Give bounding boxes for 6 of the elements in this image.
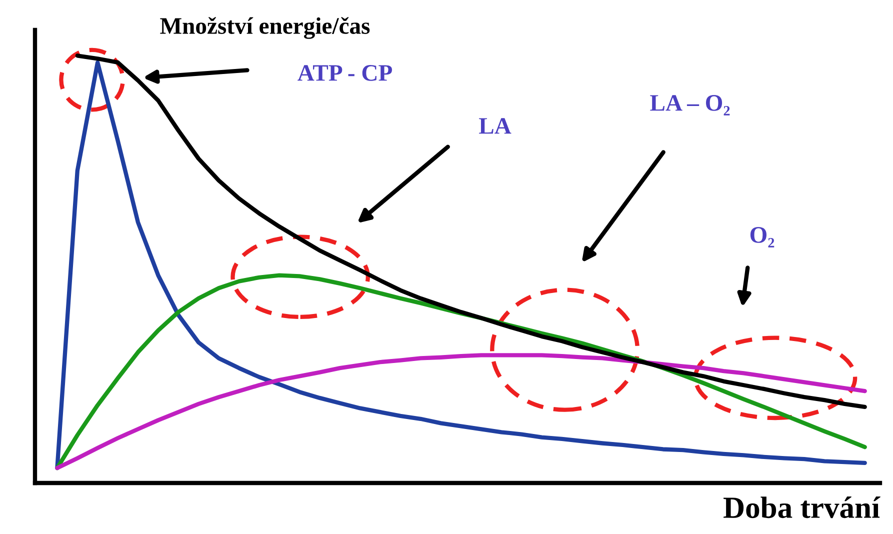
annotation: LA – O₂ — [650, 95, 730, 116]
annotation: ATP - CP — [298, 65, 392, 81]
annotation: LA — [479, 118, 512, 134]
x-axis-title: Doba trvání — [724, 496, 880, 518]
y-axis-title: Množství energie/čas — [160, 17, 370, 39]
annotation: O₂ — [750, 227, 774, 248]
